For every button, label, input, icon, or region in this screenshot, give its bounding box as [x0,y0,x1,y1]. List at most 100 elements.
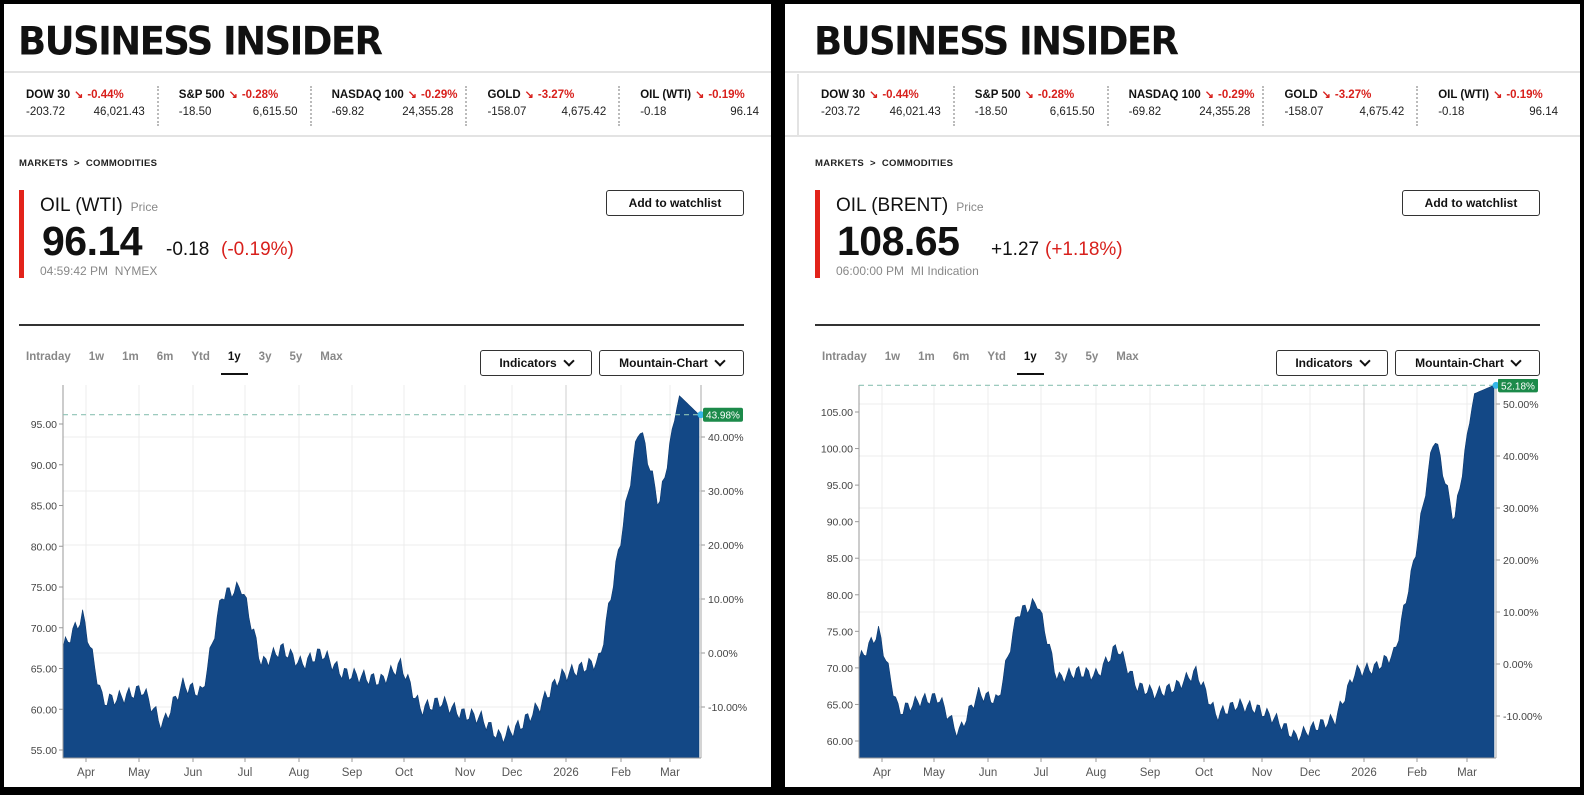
tab-1w[interactable]: 1w [88,351,105,363]
panel-brent: BUSINESS INSIDER DOW 30 ↘ -0.44% -203.72 46… [785,4,1580,787]
price-chart-wti[interactable]: -10.00% 0.00% 10.00% 20.00% 30.00% 40.00% Apr M… [4,379,771,787]
svg-text:85.00: 85.00 [31,501,57,513]
exchange-name: NYMEX [114,264,158,278]
section-divider [19,324,744,326]
tab-ytd[interactable]: Ytd [191,351,210,363]
chart-type-dropdown[interactable]: Mountain-Chart [599,350,744,376]
svg-text:75.00: 75.00 [31,582,57,594]
quote-time: 04:59:42 PM NYMEX [40,264,157,278]
add-to-watchlist-button[interactable]: Add to watchlist [606,190,744,216]
ticker-value: 6,615.50 [1049,106,1095,118]
svg-text:Nov: Nov [1252,767,1273,779]
chevron-down-icon [1359,354,1371,367]
down-arrow-icon: ↘ [228,89,238,101]
accent-bar [19,190,24,278]
svg-text:Apr: Apr [77,767,95,779]
tab-max[interactable]: Max [1116,351,1139,363]
tab-3y[interactable]: 3y [1054,351,1068,363]
tab-1m[interactable]: 1m [918,351,935,363]
ticker-item-sp500[interactable]: S&P 500 ↘ -0.28% -18.50 6,615.50 [156,74,310,136]
ticker-item-oil-wti[interactable]: OIL (WTI) ↘ -0.19% -0.18 96.14 [618,74,771,136]
tab-max[interactable]: Max [320,351,343,363]
ticker-item-gold[interactable]: GOLD ↘ -3.27% -158.07 4,675.42 [465,74,618,136]
ticker-item-gold[interactable]: GOLD ↘ -3.27% -158.07 4,675.42 [1262,74,1416,136]
chevron-right-icon: > [74,158,80,169]
range-tabs: Intraday 1w 1m 6m Ytd 1y 3y 5y Max [26,351,352,375]
svg-text:52.18%: 52.18% [1501,381,1535,392]
price-change-pct: (-0.19%) [221,239,294,260]
ticker-name: OIL (WTI) [640,89,692,101]
svg-text:Dec: Dec [502,767,523,779]
ticker-change: -0.18 [640,106,667,118]
ticker-item-nasdaq[interactable]: NASDAQ 100 ↘ -0.29% -69.82 24,355.28 [1106,74,1263,136]
svg-text:Apr: Apr [873,767,891,779]
chevron-down-icon [1510,354,1522,367]
tab-1m[interactable]: 1m [122,351,139,363]
svg-text:Jun: Jun [979,767,998,779]
ticker-item-oil-wti[interactable]: OIL (WTI) ↘ -0.19% -0.18 96.14 [1416,74,1570,136]
tab-1w[interactable]: 1w [884,351,901,363]
breadcrumb-commodities[interactable]: COMMODITIES [881,158,954,169]
breadcrumb-markets[interactable]: MARKETS [19,158,69,169]
ticker-item-sp500[interactable]: S&P 500 ↘ -0.28% -18.50 6,615.50 [952,74,1107,136]
tab-1y[interactable]: 1y [219,351,250,375]
down-arrow-icon: ↘ [1024,89,1034,101]
current-price: 108.65 [837,218,960,264]
ticker-value: 4,675.42 [561,106,607,118]
tab-3y[interactable]: 3y [258,351,272,363]
tab-1y[interactable]: 1y [1015,351,1046,375]
tab-intraday[interactable]: Intraday [26,351,71,363]
tab-5y[interactable]: 5y [289,351,303,363]
ticker-item-nasdaq[interactable]: NASDAQ 100 ↘ -0.29% -69.82 24,355.28 [309,74,466,136]
breadcrumb-markets[interactable]: MARKETS [815,158,865,169]
ticker-name: DOW 30 [26,89,71,101]
divider [4,71,771,73]
breadcrumb: MARKETS > COMMODITIES [19,158,157,169]
indicators-dropdown[interactable]: Indicators [480,350,592,376]
ticker-item-dow[interactable]: DOW 30 ↘ -0.44% -203.72 46,021.43 [797,74,953,136]
exchange-name: MI Indication [910,264,979,278]
ticker-value: 46,021.43 [889,106,941,118]
svg-text:2026: 2026 [1351,767,1377,779]
indicators-dropdown[interactable]: Indicators [1276,350,1388,376]
ticker-item-dow[interactable]: DOW 30 ↘ -0.44% -203.72 46,021.43 [4,74,157,136]
svg-text:Feb: Feb [611,767,631,779]
current-price: 96.14 [42,218,143,264]
instrument-name: OIL (WTI) [40,195,123,216]
svg-text:90.00: 90.00 [827,517,853,529]
down-arrow-icon: ↘ [1321,89,1331,101]
divider [4,135,771,137]
svg-text:105.00: 105.00 [821,407,853,419]
ticker-value: 24,355.28 [402,106,454,118]
svg-text:20.00%: 20.00% [1503,555,1539,567]
ticker-pct: -0.28% [241,89,279,101]
svg-text:Jul: Jul [1034,767,1049,779]
ticker-name: OIL (WTI) [1438,89,1490,101]
ticker-name: S&P 500 [974,89,1021,101]
tab-ytd[interactable]: Ytd [987,351,1006,363]
svg-text:2026: 2026 [553,767,579,779]
tab-6m[interactable]: 6m [952,351,970,363]
dropdown-label: Mountain-Chart [1415,356,1504,370]
price-change: -0.18 [166,239,210,260]
brand-logo[interactable]: BUSINESS INSIDER [814,18,1179,65]
tab-5y[interactable]: 5y [1085,351,1099,363]
svg-text:Jun: Jun [184,767,203,779]
chart-type-dropdown[interactable]: Mountain-Chart [1395,350,1540,376]
chevron-down-icon [563,354,575,367]
svg-text:60.00: 60.00 [31,704,57,716]
tab-intraday[interactable]: Intraday [822,351,867,363]
ticker-change: -18.50 [974,106,1008,118]
price-chart-brent[interactable]: -10.00% 0.00% 10.00% 20.00% 30.00% 40.00% 50.0… [785,379,1580,787]
svg-text:55.00: 55.00 [31,745,57,757]
button-label: Add to watchlist [1424,196,1518,210]
tab-6m[interactable]: 6m [156,351,174,363]
brand-logo[interactable]: BUSINESS INSIDER [18,18,383,65]
breadcrumb-commodities[interactable]: COMMODITIES [85,158,158,169]
add-to-watchlist-button[interactable]: Add to watchlist [1402,190,1540,216]
svg-text:90.00: 90.00 [31,460,57,472]
ticker-value: 6,615.50 [252,106,298,118]
ticker-pct: -3.27% [537,89,575,101]
instrument-name: OIL (BRENT) [836,195,949,216]
ticker-value: 4,675.42 [1359,106,1405,118]
